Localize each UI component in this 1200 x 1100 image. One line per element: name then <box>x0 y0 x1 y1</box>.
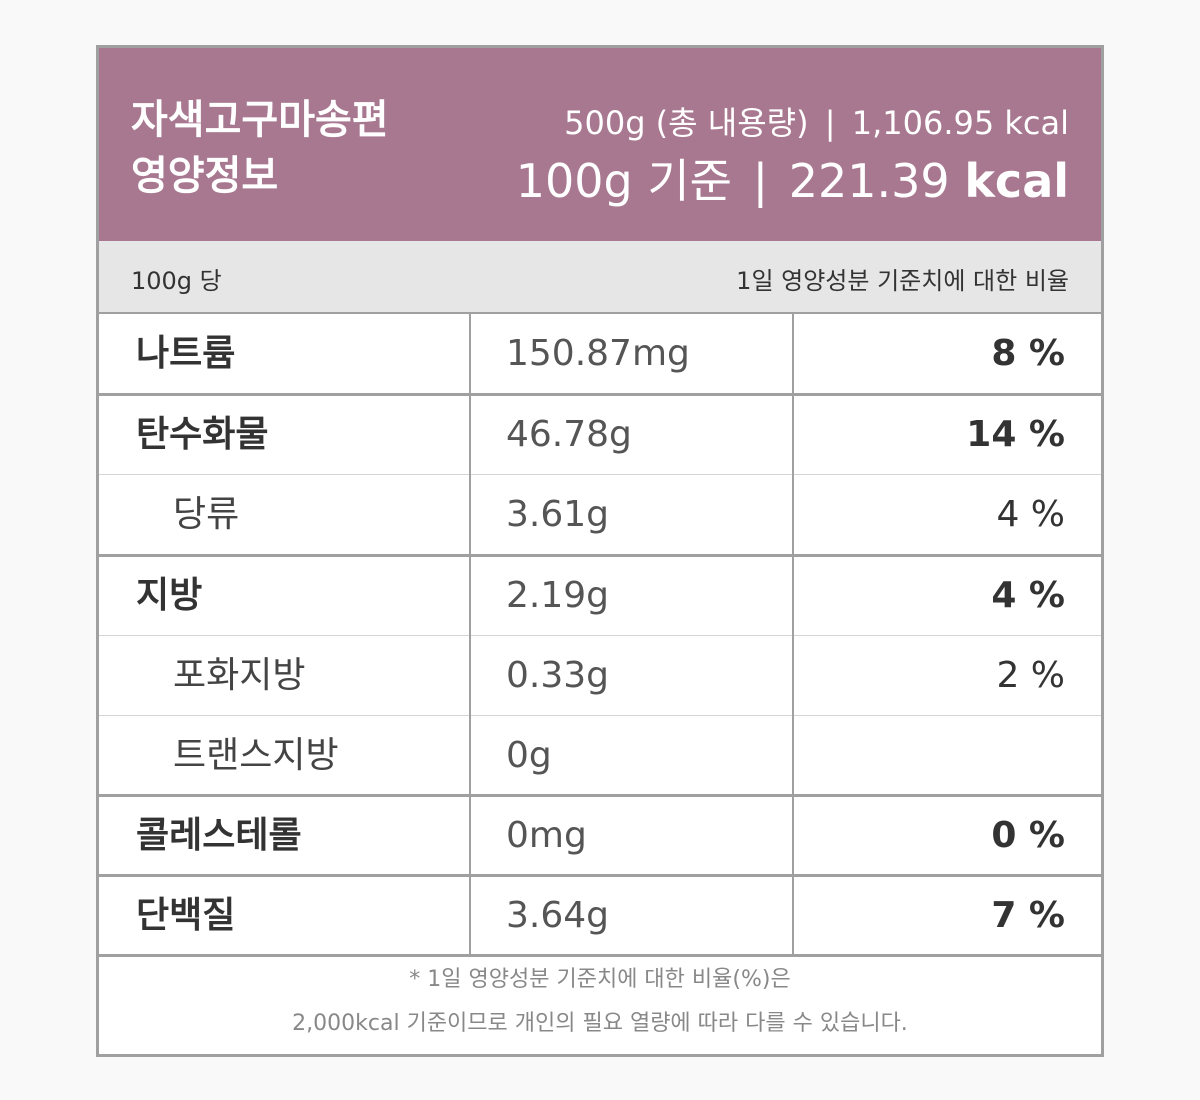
nutrient-name: 포화지방 <box>173 655 306 696</box>
per-kcal-unit: kcal <box>964 154 1069 208</box>
table-row: 콜레스테롤 0mg 0 % <box>99 796 1101 876</box>
per-amount: 100g 기준 <box>515 154 732 208</box>
total-amount: 500g (총 내용량) <box>564 104 809 142</box>
column-divider <box>469 314 471 955</box>
nutrient-percent: 14 % <box>966 414 1065 455</box>
table-subheader: 100g 당 1일 영양성분 기준치에 대한 비율 <box>99 241 1101 314</box>
row-divider <box>99 635 1101 636</box>
per-100g-info: 100g 기준 | 221.39 kcal <box>516 145 1069 211</box>
table-row: 단백질 3.64g 7 % <box>99 876 1101 956</box>
row-divider <box>99 874 1101 877</box>
nutrient-value: 0mg <box>506 815 587 856</box>
table-row: 포화지방 0.33g 2 % <box>99 636 1101 716</box>
total-kcal: 1,106.95 kcal <box>851 104 1069 142</box>
nutrient-name: 콜레스테롤 <box>136 815 302 856</box>
table-row: 지방 2.19g 4 % <box>99 556 1101 636</box>
subheader-serving: 100g 당 <box>131 267 222 295</box>
label-header: 자색고구마송편 영양정보 500g (총 내용량) | 1,106.95 kca… <box>99 48 1101 241</box>
row-divider <box>99 474 1101 475</box>
table-row: 나트륨 150.87mg 8 % <box>99 314 1101 394</box>
table-row: 당류 3.61g 4 % <box>99 475 1101 555</box>
nutrient-value: 0g <box>506 735 552 776</box>
nutrient-value: 2.19g <box>506 575 610 616</box>
row-divider <box>99 554 1101 557</box>
nutrient-percent: 4 % <box>991 575 1065 616</box>
subheader-daily-ratio: 1일 영양성분 기준치에 대한 비율 <box>736 267 1069 295</box>
total-content-info: 500g (총 내용량) | 1,106.95 kcal <box>564 98 1069 144</box>
nutrient-percent: 7 % <box>991 895 1065 936</box>
table-row: 트랜스지방 0g <box>99 716 1101 796</box>
row-divider <box>99 954 1101 957</box>
nutrient-name: 트랜스지방 <box>173 735 339 776</box>
nutrient-percent: 2 % <box>996 655 1065 696</box>
row-divider <box>99 393 1101 396</box>
per-kcal-value: 221.39 <box>788 154 950 208</box>
column-divider <box>792 314 794 955</box>
nutrient-percent: 8 % <box>991 333 1065 374</box>
table-row: 탄수화물 46.78g 14 % <box>99 395 1101 475</box>
nutrient-value: 3.64g <box>506 895 610 936</box>
nutrient-name: 당류 <box>173 494 240 535</box>
nutrient-value: 46.78g <box>506 414 632 455</box>
nutrient-name: 나트륨 <box>136 333 236 374</box>
footnote-line-1: * 1일 영양성분 기준치에 대한 비율(%)은 <box>409 967 791 992</box>
nutrient-value: 150.87mg <box>506 333 690 374</box>
nutrition-label: 자색고구마송편 영양정보 500g (총 내용량) | 1,106.95 kca… <box>96 45 1104 1057</box>
footnote-line-2: 2,000kcal 기준이므로 개인의 필요 열량에 따라 다를 수 있습니다. <box>292 1011 908 1036</box>
per-separator: | <box>752 154 769 208</box>
nutrient-name: 단백질 <box>136 895 236 936</box>
nutrient-name: 지방 <box>136 575 203 616</box>
nutrient-value: 3.61g <box>506 494 610 535</box>
nutrient-name: 탄수화물 <box>136 414 269 455</box>
nutrient-percent: 0 % <box>991 815 1065 856</box>
nutrient-value: 0.33g <box>506 655 610 696</box>
footnote: * 1일 영양성분 기준치에 대한 비율(%)은 2,000kcal 기준이므로… <box>99 958 1101 1046</box>
row-divider <box>99 794 1101 797</box>
row-divider <box>99 715 1101 716</box>
total-separator: | <box>824 104 836 142</box>
nutrient-percent: 4 % <box>996 494 1065 535</box>
label-title: 자색고구마송편 영양정보 <box>131 97 389 199</box>
